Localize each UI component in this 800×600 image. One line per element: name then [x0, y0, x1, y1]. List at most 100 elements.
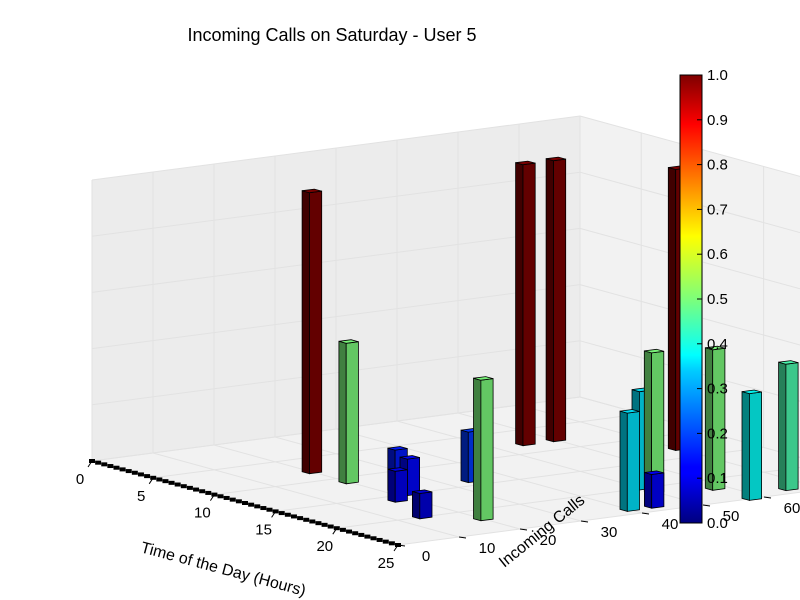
bar-top-face — [705, 345, 726, 351]
y-tick-label: 20 — [540, 532, 557, 549]
baseline-marker — [137, 472, 144, 477]
bar-front-face — [741, 391, 750, 501]
gridline — [274, 436, 582, 522]
baseline-marker — [193, 487, 200, 492]
y-tick-label: 10 — [479, 540, 496, 557]
baseline-marker — [382, 539, 389, 544]
baseline-marker — [370, 536, 377, 541]
y-tick — [580, 520, 589, 523]
gridline — [579, 284, 800, 346]
baseline-marker — [364, 534, 371, 539]
bar-front-face — [411, 490, 421, 520]
baseline-marker — [284, 512, 291, 517]
x-tick-label: 5 — [137, 488, 145, 505]
baseline-marker — [303, 517, 310, 522]
bar — [741, 389, 762, 501]
bar — [338, 339, 359, 485]
bar-front-face — [545, 158, 554, 443]
bar-top-face — [473, 376, 494, 381]
baseline-marker — [174, 482, 181, 487]
bar-front-face — [667, 166, 677, 452]
x-tick — [332, 527, 338, 535]
bar — [644, 470, 665, 509]
x-tick — [271, 511, 277, 518]
colorbar-tick-label: 0.4 — [707, 336, 728, 353]
bar-front-face — [387, 468, 396, 503]
bar-top-face — [338, 339, 359, 344]
bar-front-face — [644, 471, 653, 509]
x-axis-label: Time of the Day (Hours) — [139, 539, 308, 599]
bar-side-face — [309, 190, 323, 475]
baseline-marker — [327, 524, 334, 529]
bars-group — [301, 156, 799, 522]
baseline-marker — [346, 529, 353, 534]
baseline-marker — [266, 507, 273, 512]
bar — [411, 489, 433, 520]
y-tick — [763, 496, 772, 499]
x-tick-label: 0 — [76, 471, 84, 488]
y-tick — [702, 504, 711, 507]
x-tick-label: 25 — [378, 555, 395, 572]
baseline-marker — [315, 521, 322, 526]
bar-side-face — [651, 472, 665, 509]
bar — [704, 345, 726, 491]
y-tick-label: 40 — [662, 516, 679, 533]
x-tick-label: 10 — [194, 505, 211, 522]
gridline — [91, 340, 581, 406]
x-tick-label: 20 — [316, 538, 333, 555]
colorbar-tick-label: 0.3 — [707, 381, 728, 398]
baseline-marker — [223, 495, 230, 500]
gridline — [152, 452, 460, 538]
bar-front-face — [460, 429, 469, 484]
gridline — [91, 115, 581, 181]
baseline-marker — [352, 531, 359, 536]
bar-front-face — [338, 340, 347, 485]
baseline-marker — [217, 494, 224, 499]
x-tick-label: 15 — [255, 521, 272, 538]
x-tick — [209, 494, 215, 501]
bar-top-face — [644, 348, 664, 354]
baseline-marker — [290, 514, 297, 519]
bar-side-face — [419, 491, 433, 520]
gridline — [579, 227, 800, 290]
bar-front-face — [515, 162, 524, 447]
gridline — [91, 171, 581, 237]
bar-top-face — [301, 188, 322, 194]
colorbar-tick-label: 0.2 — [707, 425, 728, 442]
baseline-marker — [309, 519, 316, 524]
baseline-marker — [388, 541, 395, 546]
bar-top-face — [644, 470, 665, 475]
bar-side-face — [712, 347, 726, 491]
baseline-marker — [107, 464, 114, 469]
baseline-marker — [321, 522, 328, 527]
baseline-marker — [119, 467, 126, 472]
baseline-marker — [168, 480, 175, 485]
baseline-marker — [125, 469, 132, 474]
colorbar-tick-label: 0.9 — [707, 112, 728, 129]
colorbar-tick-label: 0.5 — [707, 291, 728, 308]
bar-side-face — [394, 469, 408, 503]
bar-side-face — [626, 411, 640, 512]
baseline-markers — [89, 459, 401, 547]
bar-top-face — [387, 446, 408, 451]
baseline-marker — [278, 511, 285, 516]
bar-top-face — [741, 389, 762, 395]
colorbar-tick-label: 1.0 — [707, 67, 728, 84]
y-tick — [641, 512, 650, 515]
bar-top-face — [412, 489, 433, 494]
x-tick — [87, 460, 93, 468]
y-axis: 01020304050607080 — [397, 496, 800, 565]
chart-title: Incoming Calls on Saturday - User 5 — [187, 25, 476, 45]
x-tick — [148, 477, 154, 485]
baseline-marker — [180, 484, 187, 489]
baseline-marker — [162, 479, 169, 484]
baseline-marker — [376, 537, 383, 542]
baseline-marker — [156, 477, 163, 482]
baseline-marker — [235, 499, 242, 504]
colorbar-tick-label: 0.7 — [707, 201, 728, 218]
bar-side-face — [785, 362, 799, 492]
bar-front-face — [473, 377, 482, 522]
colorbar-tick-label: 0.8 — [707, 157, 728, 174]
baseline-marker — [242, 501, 248, 505]
baseline-marker — [113, 465, 120, 470]
